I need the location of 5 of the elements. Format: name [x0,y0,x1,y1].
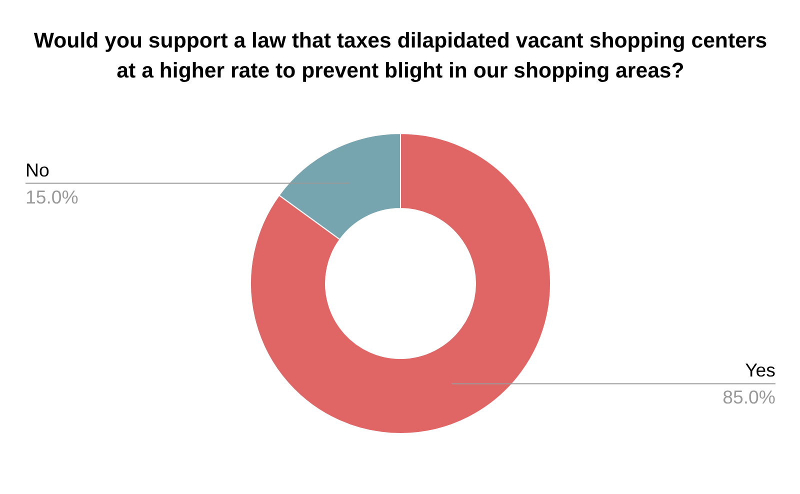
chart-title: Would you support a law that taxes dilapidated vacant shopping centers at a higher rate to prevent blight in our shopping areas? [34,28,768,82]
data-label: 85.0% [722,386,776,408]
slice-label: No [26,159,50,180]
data-label: 15.0% [26,186,78,208]
slice-label: Yes [745,360,776,381]
